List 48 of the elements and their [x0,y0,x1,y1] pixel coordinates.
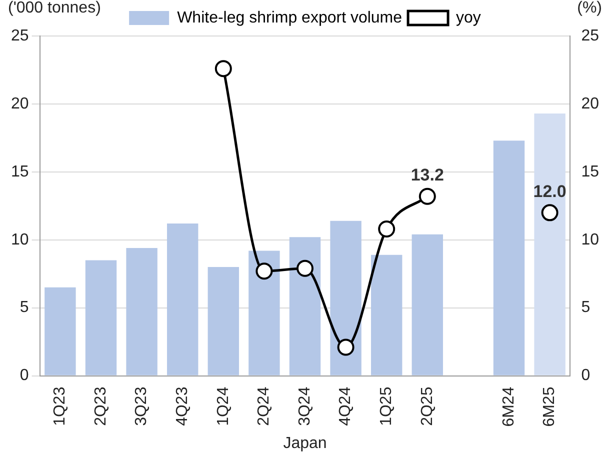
x-tick-label: 1Q23 [52,386,69,426]
bar [166,224,198,376]
y2-tick-label: 5 [581,299,590,316]
y-tick-label: 5 [20,299,29,316]
bar [85,260,117,376]
bar [534,113,566,376]
y2-tick-label: 10 [581,231,600,248]
y2-tick-label: 15 [581,163,600,180]
bar [248,250,280,376]
x-tick-label: 4Q24 [337,386,354,426]
bar [330,220,362,376]
point [541,204,558,222]
bar [44,287,76,376]
y-tick-label: 20 [11,95,29,112]
x-tick-label: 6M24 [500,386,518,427]
bar [208,267,240,376]
x-tick-label: 1Q25 [378,386,396,426]
bar [370,254,402,376]
data-label: 12.0 [533,182,566,201]
point [337,338,354,356]
x-tick-label: 3Q24 [296,386,314,426]
x-tick-label: 2Q24 [256,386,273,426]
point [256,262,273,280]
x-axis-title: Japan [283,434,327,452]
y-tick-label: 15 [11,163,29,180]
bar [493,140,525,376]
bar [126,248,158,376]
point [296,260,314,277]
y2-axis-title: (%) [577,0,602,16]
x-tick-label: 6M25 [541,386,558,427]
y-tick-label: 10 [11,231,29,248]
legend-label: White-leg shrimp export volume [177,9,402,26]
legend-label: yoy [456,9,481,26]
bar [412,234,444,376]
y2-tick-label: 0 [581,367,590,384]
x-tick-label: 3Q23 [133,386,150,426]
y-tick-label: 0 [20,367,29,384]
x-tick-label: 1Q24 [214,386,232,426]
y2-tick-label: 25 [581,27,600,44]
y-axis-title: ('000 tonnes) [8,0,101,16]
data-label: 13.2 [410,166,444,185]
y-tick-label: 25 [11,27,29,44]
x-tick-label: 2Q23 [92,386,110,426]
x-tick-label: 4Q23 [174,386,192,426]
point [378,220,396,238]
y2-tick-label: 20 [581,95,600,112]
x-tick-label: 2Q25 [418,386,436,426]
bar [289,237,321,376]
